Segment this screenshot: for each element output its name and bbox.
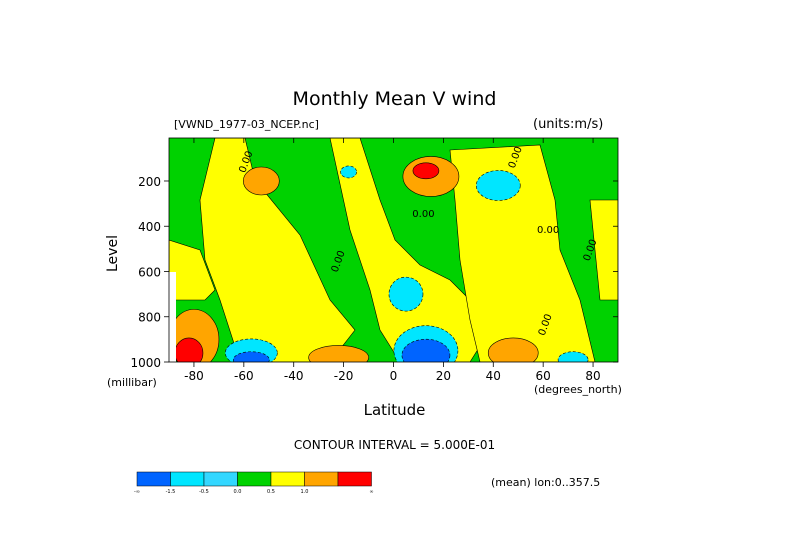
y-axis-label: Level (105, 235, 121, 272)
region-4 (475, 170, 521, 201)
region-yellow-sw (169, 239, 216, 301)
colorbar-bin (170, 471, 205, 487)
contour-label: 0.00 (412, 209, 434, 220)
colorbar-label: 1.0 (301, 489, 309, 495)
colorbar-bin (237, 471, 272, 487)
x-tick-label: 40 (486, 369, 501, 383)
y-tick-label: 600 (138, 265, 161, 279)
colorbar-bin (270, 471, 305, 487)
region-13 (401, 338, 451, 362)
x-tick-label: -20 (334, 369, 354, 383)
mean-info: (mean) lon:0..357.5 (491, 476, 601, 489)
region-6 (388, 276, 424, 312)
colorbar-label: 0.5 (267, 489, 275, 495)
colorbar-label: ∞ (369, 489, 373, 495)
colorbar-bin (136, 471, 171, 487)
missing-data-region (169, 272, 176, 362)
region-yellow-ne (589, 199, 618, 301)
x-tick-label: -60 (234, 369, 254, 383)
y-tick-label: 800 (138, 311, 161, 325)
colorbar-bin (304, 471, 339, 487)
y-tick-label: 200 (138, 175, 161, 189)
region-yellow-nh (449, 144, 596, 362)
colorbar-label: 0.0 (234, 489, 242, 495)
region-10 (233, 351, 270, 362)
x-axis-label: Latitude (363, 401, 426, 419)
y-tick-label: 400 (138, 220, 161, 234)
region-8 (174, 337, 204, 362)
contour-interval: CONTOUR INTERVAL = 5.000E-01 (293, 438, 496, 452)
units-label: (units:m/s) (533, 117, 604, 132)
x-tick-label: -40 (284, 369, 304, 383)
chart-title: Monthly Mean V wind (292, 88, 497, 110)
region-11 (308, 345, 369, 362)
colorbar-label: -1.5 (166, 489, 176, 495)
contour-regions (169, 138, 618, 362)
region-5 (340, 165, 357, 179)
region-15 (557, 351, 589, 362)
y-axis-unit: (millibar) (107, 376, 157, 389)
colorbar-label: -∞ (134, 489, 140, 495)
region-1 (242, 166, 280, 196)
x-tick-label: 80 (585, 369, 600, 383)
x-tick-label: -80 (184, 369, 204, 383)
x-tick-label: 60 (536, 369, 551, 383)
x-axis-unit: (degrees_north) (534, 383, 622, 396)
colorbar-bin (337, 471, 372, 487)
y-tick-label: 1000 (130, 356, 161, 370)
colorbar-bin (203, 471, 238, 487)
colorbar-label: -0.5 (199, 489, 209, 495)
contour-label: 0.00 (537, 225, 559, 236)
region-14 (487, 337, 539, 362)
region-3 (412, 162, 440, 180)
x-tick-label: 20 (436, 369, 451, 383)
x-tick-label: 0 (390, 369, 398, 383)
dataset-name: [VWND_1977-03_NCEP.nc] (174, 118, 319, 131)
